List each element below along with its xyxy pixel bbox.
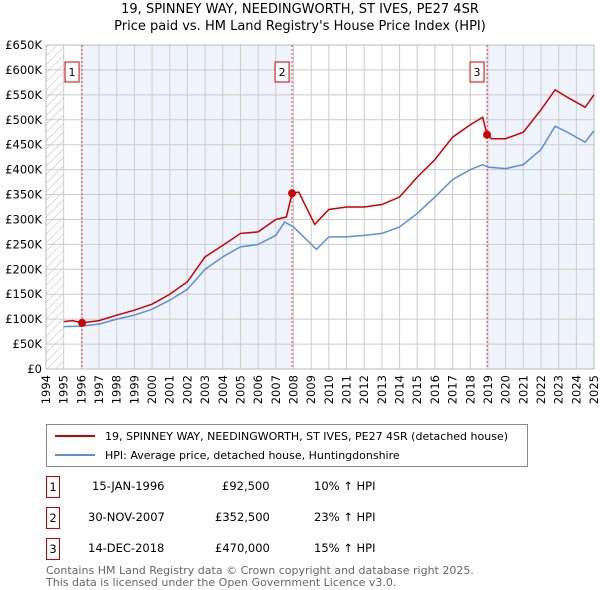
chart-title: 19, SPINNEY WAY, NEEDINGWORTH, ST IVES, … [121, 2, 479, 17]
y-tick-label: £250K [5, 237, 42, 251]
x-tick-label: 2021 [516, 375, 530, 404]
legend: 19, SPINNEY WAY, NEEDINGWORTH, ST IVES, … [46, 424, 528, 467]
x-tick-label: 2017 [446, 375, 460, 404]
x-tick-label: 2009 [304, 375, 318, 404]
x-tick-label: 1994 [39, 375, 53, 404]
y-tick-label: £600K [5, 63, 42, 77]
legend-item-property: 19, SPINNEY WAY, NEEDINGWORTH, ST IVES, … [55, 428, 508, 444]
x-tick-label: 2000 [145, 375, 159, 404]
x-tick-label: 2012 [357, 375, 371, 404]
y-tick-label: £300K [5, 212, 42, 226]
blue-line-swatch [55, 454, 95, 456]
y-tick-label: £50K [13, 337, 43, 351]
x-tick-label: 2001 [163, 375, 177, 404]
x-tick-label: 1997 [92, 375, 106, 404]
x-tick-label: 2008 [286, 375, 300, 404]
y-tick-label: £100K [5, 312, 42, 326]
x-tick-label: 2023 [552, 375, 566, 404]
y-tick-label: £0 [27, 362, 42, 376]
series-line [63, 88, 595, 324]
x-tick-label: 1999 [127, 375, 141, 404]
x-tick-label: 2024 [569, 375, 583, 404]
price-chart: £0 £50K £100K £150K £200K £250K £300K £350K £400… [5, 38, 600, 404]
x-tick-label: 2018 [463, 375, 477, 404]
transaction-row: 3 14-DEC-2018 £470,000 15% ↑ HPI [46, 538, 546, 560]
transaction-price: £352,500 [215, 510, 270, 524]
x-tick-label: 2004 [216, 375, 230, 404]
x-tick-label: 2010 [322, 375, 336, 404]
plot-border [45, 44, 595, 370]
red-line-swatch [55, 435, 95, 437]
x-tick-label: 2005 [233, 375, 247, 404]
sale-point [288, 189, 297, 198]
y-tick-label: £450K [5, 138, 42, 152]
hatched-region [46, 45, 64, 369]
y-tick-label: £200K [5, 262, 42, 276]
sale-point [483, 130, 492, 139]
transaction-price: £470,000 [215, 541, 270, 555]
transaction-row: 1 15-JAN-1996 £92,500 10% ↑ HPI [46, 476, 546, 498]
y-tick-label: £350K [5, 188, 42, 202]
marker-label-box [274, 61, 290, 83]
x-tick-label: 2006 [251, 375, 265, 404]
marker-badge: 1 [46, 476, 60, 498]
transaction-date: 14-DEC-2018 [88, 541, 165, 555]
transaction-date: 15-JAN-1996 [92, 479, 165, 493]
x-tick-label: 2016 [428, 375, 442, 404]
x-tick-label: 2025 [587, 375, 600, 404]
transaction-hpi: 15% ↑ HPI [314, 541, 376, 555]
x-tick-label: 2019 [481, 375, 495, 404]
chart-subtitle: Price paid vs. HM Land Registry's House … [114, 19, 486, 34]
x-tick-label: 2007 [269, 375, 283, 404]
marker-label: 1 [69, 66, 76, 79]
x-tick-label: 2015 [410, 375, 424, 404]
marker-badge: 2 [46, 507, 60, 529]
marker-label: 3 [474, 66, 481, 79]
y-tick-label: £150K [5, 287, 42, 301]
x-tick-label: 1995 [57, 375, 71, 404]
legend-label: 19, SPINNEY WAY, NEEDINGWORTH, ST IVES, … [105, 429, 509, 443]
footer-license: This data is licensed under the Open Gov… [46, 576, 397, 589]
y-tick-label: £650K [5, 38, 42, 52]
series-line [63, 125, 595, 328]
x-tick-label: 2003 [198, 375, 212, 404]
legend-item-hpi: HPI: Average price, detached house, Hunt… [55, 447, 400, 463]
x-tick-label: 2011 [340, 375, 354, 404]
legend-label: HPI: Average price, detached house, Hunt… [105, 448, 400, 462]
x-tick-label: 1996 [74, 375, 88, 404]
y-tick-label: £400K [5, 163, 42, 177]
x-tick-label: 2014 [393, 375, 407, 404]
footer-copyright: Contains HM Land Registry data © Crown c… [46, 564, 474, 577]
marker-badge: 3 [46, 538, 60, 560]
sale-point [78, 318, 87, 327]
y-tick-label: £500K [5, 113, 42, 127]
marker-label-box [64, 61, 80, 83]
transaction-hpi: 10% ↑ HPI [314, 479, 376, 493]
marker-label: 2 [279, 66, 286, 79]
x-tick-label: 1998 [110, 375, 124, 404]
transaction-price: £92,500 [222, 479, 270, 493]
x-tick-label: 2020 [499, 375, 513, 404]
y-tick-label: £550K [5, 88, 42, 102]
marker-label-box [469, 61, 485, 83]
transaction-row: 2 30-NOV-2007 £352,500 23% ↑ HPI [46, 507, 546, 529]
x-tick-label: 2002 [180, 375, 194, 404]
transaction-date: 30-NOV-2007 [88, 510, 165, 524]
x-tick-label: 2022 [534, 375, 548, 404]
x-tick-label: 2013 [375, 375, 389, 404]
transaction-hpi: 23% ↑ HPI [314, 510, 376, 524]
